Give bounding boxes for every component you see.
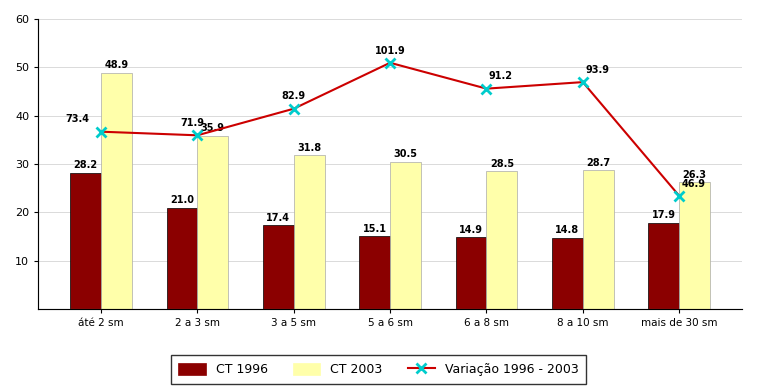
Text: 93.9: 93.9 — [585, 65, 609, 75]
Text: 91.2: 91.2 — [489, 71, 513, 82]
Text: 14.9: 14.9 — [459, 225, 483, 235]
Text: 30.5: 30.5 — [394, 149, 418, 159]
Text: 31.8: 31.8 — [297, 143, 321, 153]
Bar — [390, 162, 421, 309]
Bar — [263, 225, 294, 309]
Text: 14.8: 14.8 — [556, 225, 579, 235]
Bar — [648, 223, 679, 309]
Bar — [360, 236, 390, 309]
Text: 101.9: 101.9 — [375, 46, 406, 55]
Text: 17.4: 17.4 — [266, 213, 290, 223]
Bar — [552, 238, 583, 309]
Bar — [101, 73, 132, 309]
Text: 48.9: 48.9 — [104, 60, 129, 70]
Text: 15.1: 15.1 — [363, 224, 387, 234]
Text: 28.7: 28.7 — [586, 158, 610, 168]
Bar — [167, 207, 198, 309]
Bar — [583, 170, 614, 309]
Bar — [294, 155, 325, 309]
Text: 71.9: 71.9 — [180, 118, 204, 128]
Text: 21.0: 21.0 — [170, 195, 194, 205]
Text: 73.4: 73.4 — [65, 114, 89, 124]
Bar — [456, 237, 487, 309]
Bar — [487, 171, 517, 309]
Text: 46.9: 46.9 — [681, 179, 706, 188]
Text: 35.9: 35.9 — [201, 123, 225, 133]
Text: 28.5: 28.5 — [490, 159, 514, 169]
Bar — [679, 182, 710, 309]
Text: 28.2: 28.2 — [73, 160, 98, 170]
Bar — [70, 173, 101, 309]
Text: 26.3: 26.3 — [683, 170, 706, 179]
Text: 82.9: 82.9 — [282, 92, 306, 101]
Legend: CT 1996, CT 2003, Variação 1996 - 2003: CT 1996, CT 2003, Variação 1996 - 2003 — [171, 355, 586, 384]
Text: 17.9: 17.9 — [652, 210, 676, 220]
Bar — [198, 136, 228, 309]
